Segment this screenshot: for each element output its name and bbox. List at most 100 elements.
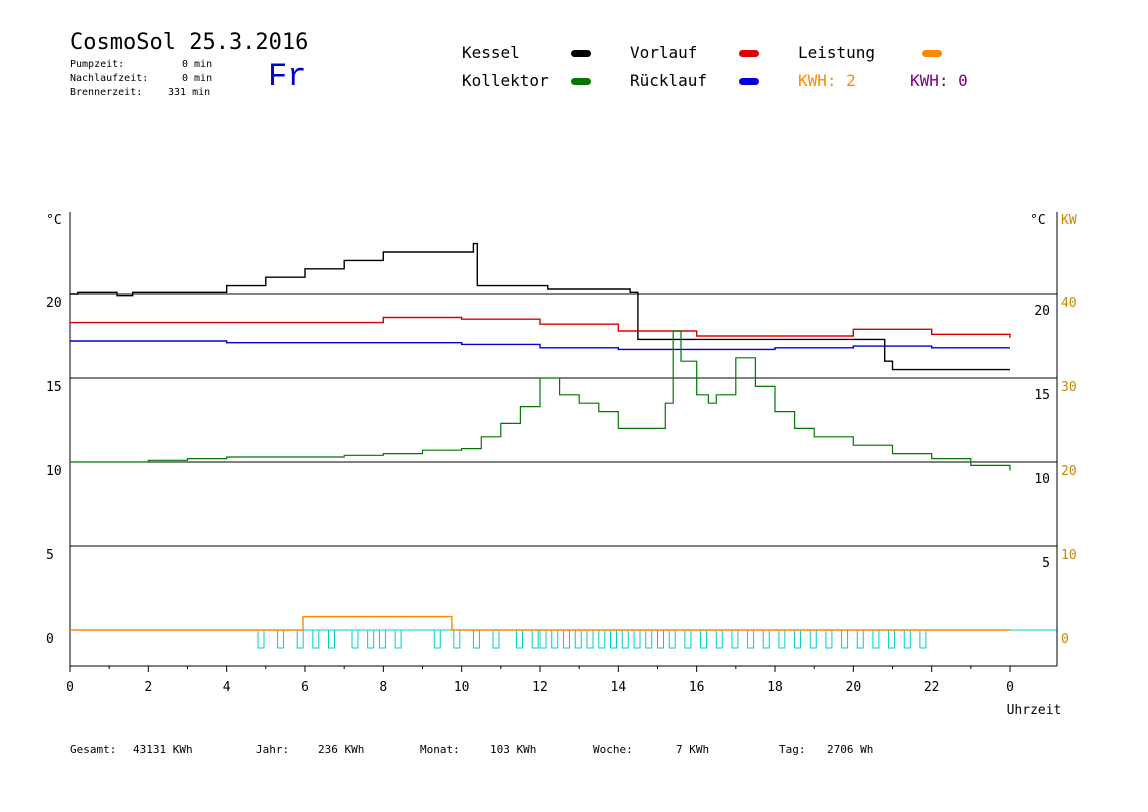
footer-tag-value: 2706 Wh — [827, 743, 874, 756]
pump-pulse-bar — [903, 629, 911, 649]
y-right-inner-tick-label: 5 — [1042, 556, 1050, 571]
y-right-inner-tick-label: 20 — [1034, 304, 1050, 319]
legend-kollektor-label: Kollektor — [462, 71, 549, 90]
y-left-tick-label: 5 — [46, 548, 54, 563]
legend-vorlauf-label: Vorlauf — [630, 43, 698, 62]
footer-woche-label: Woche: — [593, 743, 633, 756]
pump-pulse-bar — [257, 629, 265, 649]
pump-pulse-bar — [778, 629, 786, 649]
chart-labels: 0 2 4 6 8 10 12 14 16 18 20 22 0 Uhrzeit 0 5 10 15 20 °C 5 10… — [46, 213, 1077, 718]
pump-pulse-bar — [657, 629, 664, 649]
footer-gesamt-label: Gesamt: — [70, 743, 117, 756]
pump-pulse-bar — [610, 629, 617, 649]
y-right-inner-unit: °C — [1030, 213, 1046, 228]
pump-pulse-bar — [731, 629, 739, 649]
y-right-inner-tick-label: 10 — [1034, 472, 1050, 487]
stat-nachlaufzeit-label: Nachlaufzeit: — [70, 73, 149, 84]
pump-pulse-bar — [715, 629, 723, 649]
chart-grid — [70, 293, 1057, 631]
footer-jahr-label: Jahr: — [256, 743, 290, 756]
legend-kessel-label: Kessel — [462, 43, 520, 62]
series-line-rcklauf — [70, 340, 1010, 351]
y-right-power-tick-label: 10 — [1061, 548, 1077, 563]
pump-pulses — [257, 629, 927, 649]
legend-leistung-label: Leistung — [798, 43, 876, 62]
series-line-kessel — [70, 242, 1010, 371]
page-title: CosmoSol 25.3.2016 — [70, 30, 309, 55]
pump-pulse-bar — [919, 629, 927, 649]
pump-pulse-bar — [794, 629, 802, 649]
x-tick-label: 8 — [379, 680, 387, 695]
legend-ruecklauf-swatch — [739, 78, 759, 85]
pump-pulse-bar — [367, 629, 375, 649]
series-line-kollektor — [70, 330, 1011, 471]
x-axis-label: Uhrzeit — [1007, 703, 1062, 718]
footer-jahr-value: 236 KWh — [318, 743, 365, 756]
y-right-power-tick-label: 20 — [1061, 464, 1077, 479]
x-tick-label: 12 — [532, 680, 548, 695]
pump-pulse-bar — [492, 629, 500, 649]
stat-pumpzeit-label: Pumpzeit: — [70, 59, 125, 70]
x-tick-label: 16 — [689, 680, 705, 695]
y-right-power-tick-label: 30 — [1061, 380, 1077, 395]
x-tick-label: 4 — [223, 680, 231, 695]
y-left-tick-label: 20 — [46, 296, 62, 311]
legend-ruecklauf-label: Rücklauf — [630, 71, 708, 90]
x-tick-label: 10 — [454, 680, 470, 695]
x-tick-label: 22 — [924, 680, 940, 695]
pump-pulse-bar — [598, 629, 606, 649]
pump-pulse-bar — [378, 629, 386, 649]
x-tick-label: 0 — [66, 680, 74, 695]
pump-pulse-bar — [453, 629, 461, 649]
footer-tag-label: Tag: — [779, 743, 806, 756]
pump-pulse-bar — [516, 629, 523, 649]
pump-pulse-bar — [762, 629, 770, 649]
pump-pulse-bar — [394, 629, 402, 649]
y-right-power-tick-label: 0 — [1061, 632, 1069, 647]
x-tick-label: 0 — [1006, 680, 1014, 695]
chart-axes — [69, 212, 1058, 672]
pump-pulse-bar — [296, 629, 304, 649]
pump-pulse-bar — [551, 629, 559, 649]
pump-pulse-bar — [531, 629, 539, 649]
pump-pulse-bar — [312, 629, 320, 649]
stat-nachlaufzeit-value: 0 min — [182, 73, 213, 84]
y-left-tick-label: 10 — [46, 464, 62, 479]
x-tick-label: 14 — [611, 680, 627, 695]
pump-pulse-bar — [856, 629, 864, 649]
pump-pulse-bar — [633, 629, 641, 649]
series-line-leistung — [70, 615, 1010, 631]
pump-pulse-bar — [621, 629, 629, 649]
pump-pulse-bar — [563, 629, 570, 649]
pump-pulse-bar — [574, 629, 582, 649]
y-right-power-tick-label: 40 — [1061, 296, 1077, 311]
legend-vorlauf-swatch — [739, 50, 759, 57]
pump-pulse-bar — [888, 629, 896, 649]
x-tick-label: 6 — [301, 680, 309, 695]
y-left-unit: °C — [46, 213, 62, 228]
legend-kwh-purple: KWH: 0 — [910, 71, 968, 90]
pump-pulse-bar — [747, 629, 755, 649]
pump-pulse-bar — [586, 629, 594, 649]
x-tick-label: 20 — [846, 680, 862, 695]
pump-pulse-bar — [328, 629, 335, 649]
pump-pulse-bar — [539, 629, 547, 649]
x-tick-label: 2 — [144, 680, 152, 695]
footer-monat-label: Monat: — [420, 743, 460, 756]
y-right-inner-tick-label: 15 — [1034, 388, 1050, 403]
y-left-tick-label: 15 — [46, 380, 62, 395]
x-tick-label: 18 — [767, 680, 783, 695]
legend-kwh-orange: KWH: 2 — [798, 71, 856, 90]
footer-woche-value: 7 KWh — [676, 743, 710, 756]
footer-gesamt-value: 43131 KWh — [133, 743, 193, 756]
footer-monat-value: 103 KWh — [490, 743, 537, 756]
pump-pulse-bar — [825, 629, 833, 649]
stat-brennerzeit-value: 331 min — [168, 87, 211, 98]
weekday-label: Fr — [268, 58, 307, 95]
legend-leistung-swatch — [922, 50, 942, 57]
pump-pulse-bar — [433, 629, 441, 649]
legend-kollektor-swatch — [571, 78, 591, 85]
pump-pulse-bar — [872, 629, 880, 649]
chart-series — [70, 242, 1011, 631]
